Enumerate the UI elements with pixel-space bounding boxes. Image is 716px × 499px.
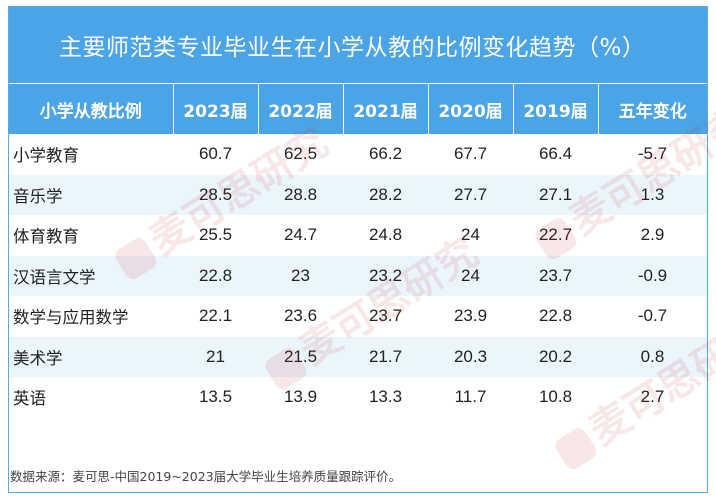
row-label: 汉语言文学 xyxy=(9,255,173,296)
table-cell: 10.8 xyxy=(538,387,573,407)
table-cell: -0.9 xyxy=(598,255,707,296)
column-header: 2023届 xyxy=(173,84,259,134)
table-row: 小学教育 60.7 62.5 66.2 67.7 66.4 -5.7 xyxy=(9,134,707,175)
table-cell: 67.7 xyxy=(453,144,488,164)
table-cell: 28.5 xyxy=(173,174,258,215)
table-cell: -5.7 xyxy=(637,144,668,164)
table-cell: 23.9 xyxy=(453,306,488,326)
table-cell: 2.7 xyxy=(640,387,665,407)
table-cell: 13.3 xyxy=(368,387,403,407)
table-row: 音乐学 28.5 28.8 28.2 27.7 27.1 1.3 xyxy=(9,174,707,215)
table-cell: 23.7 xyxy=(513,255,598,296)
table-cell: 28.8 xyxy=(258,174,343,215)
column-header: 五年变化 xyxy=(598,84,707,134)
table-cell: 27.1 xyxy=(513,174,598,215)
table-cell: 22.1 xyxy=(198,306,233,326)
column-header: 2020届 xyxy=(428,84,514,134)
table-cell: 25.5 xyxy=(198,225,233,245)
table-cell: 66.2 xyxy=(368,144,403,164)
column-header: 2021届 xyxy=(343,84,429,134)
table-cell: 22.7 xyxy=(538,225,573,245)
table-cell: 27.7 xyxy=(428,174,513,215)
table-cell: 22.8 xyxy=(173,255,258,296)
table-cell: 24.8 xyxy=(368,225,403,245)
column-header: 小学从教比例 xyxy=(9,84,174,134)
table-cell: 23.7 xyxy=(368,306,403,326)
table-cell: 62.5 xyxy=(283,144,318,164)
table-cell: 21 xyxy=(173,336,258,377)
row-label: 英语 xyxy=(13,389,46,409)
column-header: 2019届 xyxy=(513,84,599,134)
table-cell: 13.9 xyxy=(283,387,318,407)
data-source-note: 数据来源：麦可思-中国2019~2023届大学毕业生培养质量跟踪评价。 xyxy=(10,469,402,484)
table-row: 英语 13.5 13.9 13.3 11.7 10.8 2.7 xyxy=(9,377,707,418)
row-label: 音乐学 xyxy=(9,174,173,215)
table-cell: 21.7 xyxy=(343,336,428,377)
table-cell: 23.2 xyxy=(343,255,428,296)
table-cell: 23.6 xyxy=(283,306,318,326)
table-cell: 60.7 xyxy=(198,144,233,164)
table-cell: 23 xyxy=(258,255,343,296)
table-cell: 13.5 xyxy=(198,387,233,407)
table-cell: 22.8 xyxy=(538,306,573,326)
table-row: 汉语言文学 22.8 23 23.2 24 23.7 -0.9 xyxy=(9,255,707,296)
data-table: 小学从教比例 2023届 2022届 2021届 2020届 2019届 五年变… xyxy=(9,84,707,418)
table-cell: 1.3 xyxy=(598,174,707,215)
table-cell: -0.7 xyxy=(637,306,668,326)
row-label: 美术学 xyxy=(9,336,173,377)
table-card: 主要师范类专业毕业生在小学从教的比例变化趋势（%） 小学从教比例 2023届 2… xyxy=(8,6,708,493)
table-cell: 21.5 xyxy=(258,336,343,377)
table-row: 数学与应用数学 22.1 23.6 23.7 23.9 22.8 -0.7 xyxy=(9,296,707,337)
table-cell: 20.2 xyxy=(513,336,598,377)
column-header: 2022届 xyxy=(258,84,344,134)
row-label: 体育教育 xyxy=(13,227,79,247)
table-row: 美术学 21 21.5 21.7 20.3 20.2 0.8 xyxy=(9,336,707,377)
row-label: 小学教育 xyxy=(13,146,79,166)
table-row: 体育教育 25.5 24.7 24.8 24 22.7 2.9 xyxy=(9,215,707,256)
table-cell: 20.3 xyxy=(428,336,513,377)
table-cell: 2.9 xyxy=(640,225,665,245)
page-title: 主要师范类专业毕业生在小学从教的比例变化趋势（%） xyxy=(9,7,707,83)
table-cell: 24 xyxy=(428,255,513,296)
table-cell: 24 xyxy=(461,225,480,245)
table-cell: 24.7 xyxy=(283,225,318,245)
row-label: 数学与应用数学 xyxy=(13,308,129,328)
header-row: 小学从教比例 2023届 2022届 2021届 2020届 2019届 五年变… xyxy=(9,84,707,134)
table-cell: 66.4 xyxy=(538,144,573,164)
table-cell: 11.7 xyxy=(454,387,487,407)
table-cell: 28.2 xyxy=(343,174,428,215)
table-cell: 0.8 xyxy=(598,336,707,377)
